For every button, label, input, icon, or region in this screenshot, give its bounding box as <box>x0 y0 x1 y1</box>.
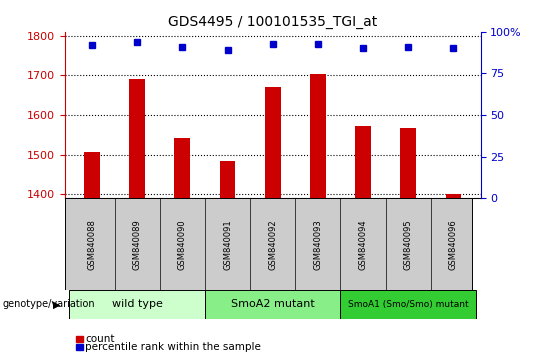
Text: GSM840094: GSM840094 <box>359 219 368 270</box>
Bar <box>129 79 145 198</box>
Text: GSM840091: GSM840091 <box>223 219 232 270</box>
Bar <box>69 290 205 319</box>
Text: GSM840088: GSM840088 <box>87 219 97 270</box>
Text: count: count <box>85 334 115 344</box>
Bar <box>446 194 461 198</box>
Bar <box>265 86 281 198</box>
Text: GSM840095: GSM840095 <box>404 219 413 270</box>
Text: SmoA1 (Smo/Smo) mutant: SmoA1 (Smo/Smo) mutant <box>348 300 469 309</box>
Text: genotype/variation: genotype/variation <box>3 299 96 309</box>
Text: GSM840089: GSM840089 <box>133 219 141 270</box>
Text: percentile rank within the sample: percentile rank within the sample <box>85 342 261 352</box>
Text: GSM840093: GSM840093 <box>313 219 322 270</box>
Bar <box>341 290 476 319</box>
Bar <box>174 138 190 198</box>
Bar <box>310 74 326 198</box>
Bar <box>84 152 100 198</box>
Text: SmoA2 mutant: SmoA2 mutant <box>231 299 315 309</box>
Bar <box>400 128 416 198</box>
Bar <box>355 126 371 198</box>
Text: GSM840096: GSM840096 <box>449 219 458 270</box>
Text: GSM840092: GSM840092 <box>268 219 277 270</box>
Bar <box>220 161 235 198</box>
Text: GSM840090: GSM840090 <box>178 219 187 270</box>
Bar <box>205 290 341 319</box>
Text: wild type: wild type <box>112 299 163 309</box>
Title: GDS4495 / 100101535_TGI_at: GDS4495 / 100101535_TGI_at <box>168 16 377 29</box>
Text: ▶: ▶ <box>53 299 60 309</box>
